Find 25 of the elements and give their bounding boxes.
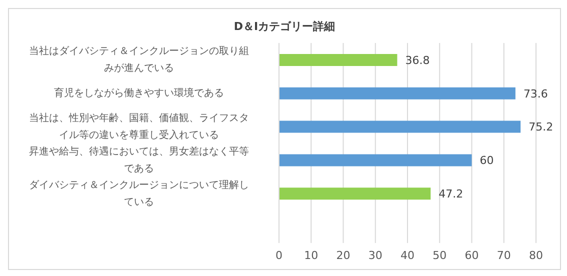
chart-title: D＆Iカテゴリー詳細 (232, 19, 336, 35)
data-label: 36.8 (405, 54, 430, 67)
bar (279, 54, 398, 66)
bar (279, 188, 431, 200)
x-tick-label: 80 (529, 248, 543, 262)
x-tick-label: 30 (368, 248, 382, 262)
x-tick-label: 60 (464, 248, 479, 262)
y-tick-label: 当社は、性別や年齢、国籍、価値観、ライフスタイル等の違いを尊重し受入れている (29, 112, 249, 140)
y-tick-label: 当社はダイバシティ＆インクルージョンの取り組みが進んでいる (29, 44, 249, 74)
data-label: 47.2 (438, 188, 464, 201)
x-tick-label: 50 (432, 248, 447, 262)
x-tick-label: 70 (496, 248, 511, 262)
data-label: 75.2 (528, 120, 554, 134)
data-label: 73.6 (523, 87, 548, 100)
bar (279, 154, 472, 166)
y-tick-label: 昇進や給与、待遇においては、男女差はなく平等である (29, 144, 249, 174)
x-tick-label: 20 (336, 248, 350, 262)
x-tick-label: 40 (400, 248, 414, 262)
y-tick-label: ダイバシティ＆インクルージョンについて理解している (29, 178, 249, 208)
x-tick-label: 10 (304, 248, 318, 262)
y-tick-label: 育児をしながら働きやすい環境である (54, 86, 224, 99)
bar (279, 87, 516, 100)
bar (279, 120, 521, 133)
x-tick-label: 0 (276, 248, 282, 262)
data-label: 60 (480, 154, 494, 168)
